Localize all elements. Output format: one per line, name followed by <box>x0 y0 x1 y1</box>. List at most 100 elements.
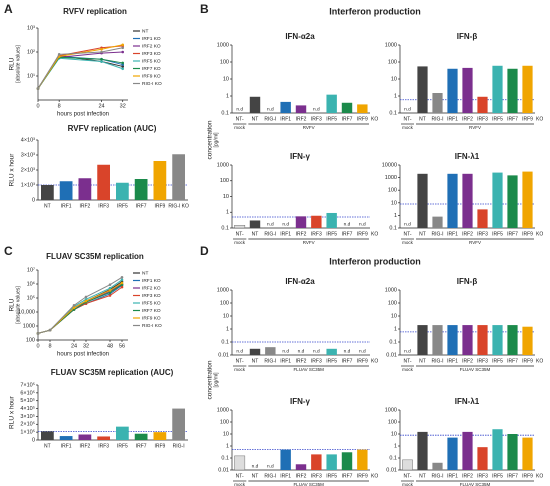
x-tick-label: RIG-I <box>264 473 276 479</box>
y-tick-label: 10⁶ <box>27 280 35 287</box>
value-label: n.d <box>344 348 351 354</box>
axis-suffix: KO <box>371 116 378 122</box>
data-point <box>108 294 112 297</box>
bar <box>134 433 148 440</box>
y-tick-label: 100 <box>220 300 229 306</box>
x-tick-label: IRF7 <box>342 116 353 122</box>
bar <box>432 93 443 113</box>
y-tick-label: 0.01 <box>386 352 397 358</box>
x-tick-label: IRF2 <box>462 358 473 364</box>
data-point <box>57 53 61 56</box>
x-tick-label: RIG-I <box>264 116 276 122</box>
bar <box>462 173 473 228</box>
data-point <box>120 278 124 282</box>
y-tick-label: 1 <box>226 93 229 99</box>
axis-suffix: KO <box>536 116 543 122</box>
group-label: RVFV <box>303 125 315 130</box>
y-tick-label: 10 <box>223 431 229 437</box>
y-tick-label: 3×10³ <box>21 152 35 158</box>
chart-title: IFN-β <box>457 277 478 286</box>
bar <box>41 185 54 200</box>
y-tick-label: 10 <box>391 431 397 437</box>
x-tick-label: 48 <box>107 343 113 349</box>
bar <box>357 104 368 113</box>
group-label: RVFV <box>303 240 315 245</box>
y-tick-label: 6×10⁵ <box>20 389 35 396</box>
group-label: FLUAV SC35M <box>460 367 491 372</box>
x-tick-label: IRF2 <box>462 473 473 479</box>
bar <box>357 449 368 470</box>
data-point <box>84 295 88 299</box>
bar <box>326 94 337 113</box>
data-point <box>108 291 112 294</box>
group-label: RVFV <box>469 240 481 245</box>
x-tick-label: IRF7 <box>507 358 518 364</box>
chart-title: IFN-γ <box>290 397 311 406</box>
y-tick-label: 0.01 <box>218 467 229 473</box>
x-tick-label: IRF9 <box>522 358 533 364</box>
y-tick-label: 10 <box>223 313 229 319</box>
data-point <box>72 304 76 307</box>
data-point <box>48 328 52 332</box>
axis-suffix: KO <box>536 358 543 364</box>
y-tick-label: 1000 <box>23 323 35 329</box>
y-tick-label: 100 <box>26 337 35 343</box>
data-point <box>120 285 124 289</box>
legend-label: IRF5 KO <box>142 58 161 64</box>
y-tick-label: 10⁵ <box>27 294 35 301</box>
x-tick-label: RIG-I <box>264 231 276 237</box>
y-tick-label: 2×10⁵ <box>20 421 35 428</box>
x-tick-label: 56 <box>119 343 125 349</box>
chart-title: IFN-α2a <box>285 32 315 41</box>
data-point <box>100 47 103 51</box>
group-label: FLUAV SC35M <box>293 482 324 486</box>
y-tick-label: 0.1 <box>389 225 397 231</box>
chart-title: FLUAV SC35M replication <box>46 252 144 261</box>
bar <box>507 434 518 470</box>
x-tick-label: IRF7 <box>342 231 353 237</box>
bar <box>432 325 443 355</box>
legend-label: IRF1 KO <box>142 36 161 42</box>
group-label: mock <box>402 482 414 486</box>
bar <box>311 454 322 470</box>
y-tick-label: 2×10³ <box>21 167 35 173</box>
value-label: n.d <box>236 106 243 112</box>
bar <box>249 220 261 228</box>
axis-suffix: KO <box>371 231 378 237</box>
x-tick-label: IRF5 <box>326 473 337 479</box>
group-label: mock <box>234 482 246 486</box>
x-tick-label: IRF9 <box>522 116 533 122</box>
legend-label: IRF7 KO <box>142 308 161 314</box>
x-tick-label: IRF3 <box>477 473 488 479</box>
value-label: n.d <box>359 221 366 227</box>
x-tick-label: NT <box>419 358 426 364</box>
legend-label: IRF5 KO <box>142 300 161 306</box>
y-tick-label: 0.01 <box>218 352 229 358</box>
y-tick-label: 0.01 <box>386 467 397 473</box>
bar <box>153 161 167 200</box>
bar <box>417 325 428 355</box>
y-axis-label: concentration <box>207 120 214 159</box>
x-tick-label: IRF3 <box>98 443 109 449</box>
legend-label: IRF7 KO <box>142 66 161 72</box>
bar <box>341 102 353 113</box>
x-tick-label: IRF1 <box>447 116 458 122</box>
bar <box>234 455 246 471</box>
section-title: Interferon production <box>329 6 421 16</box>
x-tick-label: IRF7 <box>342 358 353 364</box>
bar <box>417 173 428 228</box>
y-tick-label: 10 <box>391 200 397 206</box>
y-tick-label: 1 <box>394 443 397 449</box>
bar <box>477 325 488 355</box>
x-tick-label: RIG-I <box>264 358 276 364</box>
group-label: mock <box>402 367 414 372</box>
bar <box>447 325 458 355</box>
y-tick-label: 1000 <box>385 407 397 413</box>
data-point <box>121 67 125 71</box>
x-tick-label: RIG-I KO <box>168 203 189 209</box>
y-axis-label: RLU x hour <box>9 395 16 429</box>
x-tick-label: IRF2 <box>296 473 307 479</box>
data-point <box>84 299 88 303</box>
data-point <box>121 50 125 54</box>
y-tick-label: 1000 <box>385 175 397 181</box>
